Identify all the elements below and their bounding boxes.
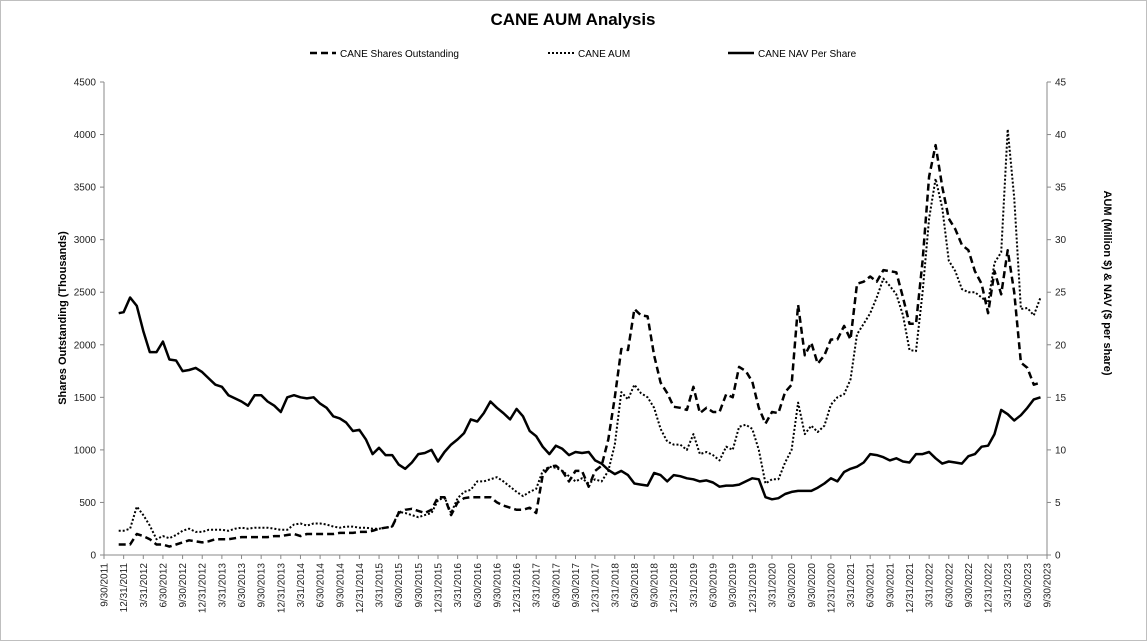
legend-label-aum: CANE AUM [578,49,630,60]
x-ticks: 9/30/2011 12/31/2011 3/31/2012 6/30/2012 9/3… [100,555,1054,613]
right-tick-label: 15 [1055,393,1067,404]
x-tick-label: 6/30/2012 [158,563,169,608]
legend-label-nav: CANE NAV Per Share [758,49,857,60]
chart-title: CANE AUM Analysis [491,10,656,29]
x-tick-label: 12/31/2011 [119,563,130,613]
x-tick-label: 9/30/2015 [414,563,425,608]
x-tick-label: 9/30/2012 [178,563,189,608]
x-tick-label: 12/31/2018 [669,563,680,613]
left-tick-label: 3500 [74,183,97,194]
x-tick-label: 3/31/2016 [453,563,464,608]
x-tick-label: 9/30/2011 [100,563,111,607]
left-tick-label: 3000 [74,235,97,246]
x-tick-label: 12/31/2021 [905,563,916,613]
x-tick-label: 6/30/2023 [1023,563,1034,608]
right-tick-label: 0 [1055,551,1061,562]
x-tick-label: 12/31/2020 [826,563,837,613]
axes [103,82,1048,556]
x-tick-label: 3/31/2015 [375,563,386,608]
x-tick-label: 9/30/2018 [650,563,661,608]
right-axis-title: AUM (Million $) & NAV ($ per share) [1101,191,1113,376]
left-tick-label: 500 [79,498,96,509]
x-tick-label: 9/30/2017 [571,563,582,608]
right-tick-label: 40 [1055,130,1067,141]
left-tick-label: 2000 [74,340,97,351]
x-tick-label: 9/30/2022 [964,563,975,608]
x-tick-label: 3/31/2020 [767,563,778,608]
left-axis-title: Shares Outstanding (Thousands) [57,231,69,405]
x-tick-label: 6/30/2017 [551,563,562,608]
right-tick-label: 10 [1055,445,1067,456]
x-tick-label: 6/30/2014 [316,563,327,608]
x-tick-label: 3/31/2017 [532,563,543,608]
left-tick-label: 1000 [74,445,97,456]
x-tick-label: 3/31/2018 [610,563,621,608]
right-tick-label: 5 [1055,498,1061,509]
shares-outstanding-line [118,143,1041,548]
x-tick-label: 6/30/2020 [787,563,798,608]
x-tick-label: 6/30/2022 [944,563,955,608]
x-tick-label: 12/31/2022 [984,563,995,613]
x-tick-label: 6/30/2013 [237,563,248,608]
x-tick-label: 6/30/2016 [473,563,484,608]
x-tick-label: 12/31/2013 [276,563,287,613]
x-tick-label: 12/31/2017 [591,563,602,613]
x-tick-label: 9/30/2023 [1043,563,1054,608]
right-tick-label: 25 [1055,288,1067,299]
left-tick-label: 4000 [74,130,97,141]
x-tick-label: 6/30/2021 [866,563,877,608]
left-tick-label: 2500 [74,288,97,299]
x-tick-label: 3/31/2022 [925,563,936,608]
x-tick-label: 9/30/2019 [728,563,739,608]
right-ticks: 0 5 10 15 20 25 30 35 40 45 [1047,78,1067,562]
legend: CANE Shares Outstanding CANE AUM CANE NA… [310,49,857,60]
x-tick-label: 3/31/2019 [689,563,700,608]
legend-label-shares: CANE Shares Outstanding [340,49,459,60]
x-tick-label: 6/30/2018 [630,563,641,608]
left-tick-label: 4500 [74,78,97,89]
x-tick-label: 3/31/2014 [296,563,307,608]
aum-line [118,128,1042,541]
x-tick-label: 6/30/2015 [394,563,405,608]
x-tick-label: 12/31/2019 [748,563,759,613]
x-tick-label: 9/30/2016 [492,563,503,608]
x-tick-label: 3/31/2023 [1003,563,1014,608]
left-tick-label: 0 [90,551,96,562]
right-tick-label: 45 [1055,78,1067,89]
x-tick-label: 12/31/2012 [198,563,209,613]
x-tick-label: 3/31/2013 [217,563,228,608]
right-tick-label: 20 [1055,340,1067,351]
x-tick-label: 3/31/2012 [139,563,150,608]
right-tick-label: 35 [1055,183,1067,194]
x-tick-label: 12/31/2014 [355,563,366,613]
x-tick-label: 9/30/2020 [807,563,818,608]
x-tick-label: 12/31/2016 [512,563,523,613]
left-ticks: 0 500 1000 1500 2000 2500 3000 3500 4000 4500 [74,78,104,562]
x-tick-label: 9/30/2013 [257,563,268,608]
x-tick-label: 9/30/2014 [335,563,346,608]
series-layer [118,128,1042,548]
x-tick-label: 6/30/2019 [709,563,720,608]
nav-per-share-line [118,296,1041,501]
right-tick-label: 30 [1055,235,1067,246]
x-tick-label: 3/31/2021 [846,563,857,608]
x-tick-label: 9/30/2021 [885,563,896,608]
x-tick-label: 12/31/2015 [433,563,444,613]
left-tick-label: 1500 [74,393,97,404]
